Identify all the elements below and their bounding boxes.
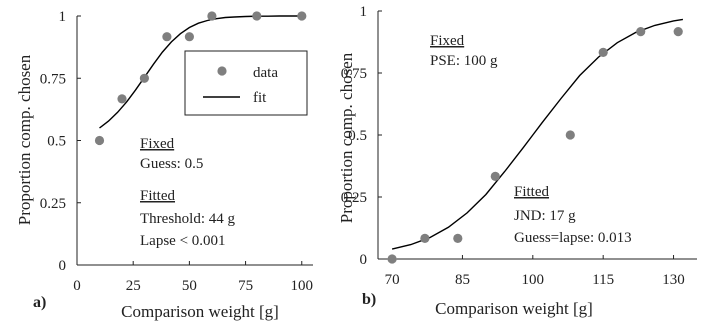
x-tick-label: 25	[126, 278, 141, 294]
data-point	[490, 171, 500, 181]
data-point	[420, 233, 430, 243]
fixed-line: Guess: 0.5	[140, 156, 203, 172]
y-tick-label: 0.75	[40, 71, 66, 87]
data-point	[636, 27, 646, 37]
panel-b: b) Proportion comp. chosen Comparison we…	[337, 4, 697, 318]
fitted-line: Threshold: 44 g	[140, 211, 235, 227]
panel-a: a) Proportion comp. chosen Comparison we…	[15, 9, 313, 321]
panel-a-points-layer	[94, 11, 307, 146]
data-point	[94, 135, 105, 146]
panel-a-ylabel: Proportion comp. chosen	[15, 54, 34, 225]
y-tick-label: 0	[360, 252, 368, 268]
panel-a-legend: data fit	[184, 50, 308, 116]
data-point	[673, 27, 683, 37]
fitted-header: Fitted	[140, 188, 176, 204]
fitted-line: JND: 17 g	[514, 208, 576, 224]
data-point	[252, 11, 262, 21]
panel-b-axes: 70 85 100 115 130 0 0.25 0.5 0.75 1	[341, 4, 697, 288]
y-tick-label: 0.25	[341, 190, 367, 206]
x-tick-label: 0	[73, 278, 81, 294]
panel-b-points-layer	[387, 27, 683, 264]
y-tick-label: 0.5	[47, 134, 66, 150]
panel-b-xlabel: Comparison weight [g]	[435, 299, 593, 318]
panel-a-fit-layer	[99, 15, 302, 129]
x-tick-label: 100	[291, 278, 314, 294]
data-point	[297, 11, 307, 21]
y-tick-label: 0.5	[348, 128, 367, 144]
y-tick-label: 1	[59, 9, 67, 25]
panel-b-annotation: Fixed PSE: 100 g Fitted JND: 17 g Guess=…	[430, 33, 632, 246]
x-tick-label: 70	[385, 272, 400, 288]
legend-data-label: data	[253, 65, 278, 81]
fit-curve	[99, 15, 302, 129]
x-tick-label: 85	[455, 272, 470, 288]
legend-fit-label: fit	[253, 90, 267, 106]
data-point	[453, 233, 463, 243]
legend-data-marker	[217, 66, 227, 76]
panel-a-xlabel: Comparison weight [g]	[121, 302, 279, 321]
legend-box	[184, 50, 308, 116]
y-tick-label: 0.75	[341, 66, 367, 82]
fitted-header: Fitted	[514, 184, 550, 200]
data-point	[117, 94, 127, 104]
data-point	[162, 32, 172, 42]
x-tick-label: 75	[238, 278, 253, 294]
panel-a-annotation: Fixed Guess: 0.5 Fitted Threshold: 44 g …	[140, 136, 235, 249]
data-point	[565, 130, 575, 140]
x-tick-label: 130	[662, 272, 685, 288]
fitted-line: Guess=lapse: 0.013	[514, 230, 632, 246]
fixed-header: Fixed	[140, 136, 175, 152]
fitted-line: Lapse < 0.001	[140, 233, 226, 249]
panel-b-ylabel: Proportion comp. chosen	[337, 52, 356, 223]
data-point	[387, 254, 397, 264]
x-tick-label: 100	[522, 272, 545, 288]
fixed-line: PSE: 100 g	[430, 53, 498, 69]
panel-a-axes: 0 25 50 75 100 0 0.25 0.5 0.75 1	[40, 9, 313, 294]
fixed-header: Fixed	[430, 33, 465, 49]
y-tick-label: 0.25	[40, 196, 66, 212]
data-point	[207, 11, 217, 21]
y-tick-label: 1	[360, 4, 368, 20]
y-tick-label: 0	[59, 258, 67, 274]
data-point	[184, 32, 194, 42]
panel-b-label: b)	[362, 291, 376, 308]
data-point	[139, 73, 149, 83]
data-point	[598, 47, 608, 58]
panel-a-label: a)	[33, 294, 46, 311]
x-tick-label: 50	[182, 278, 197, 294]
x-tick-label: 115	[592, 272, 614, 288]
